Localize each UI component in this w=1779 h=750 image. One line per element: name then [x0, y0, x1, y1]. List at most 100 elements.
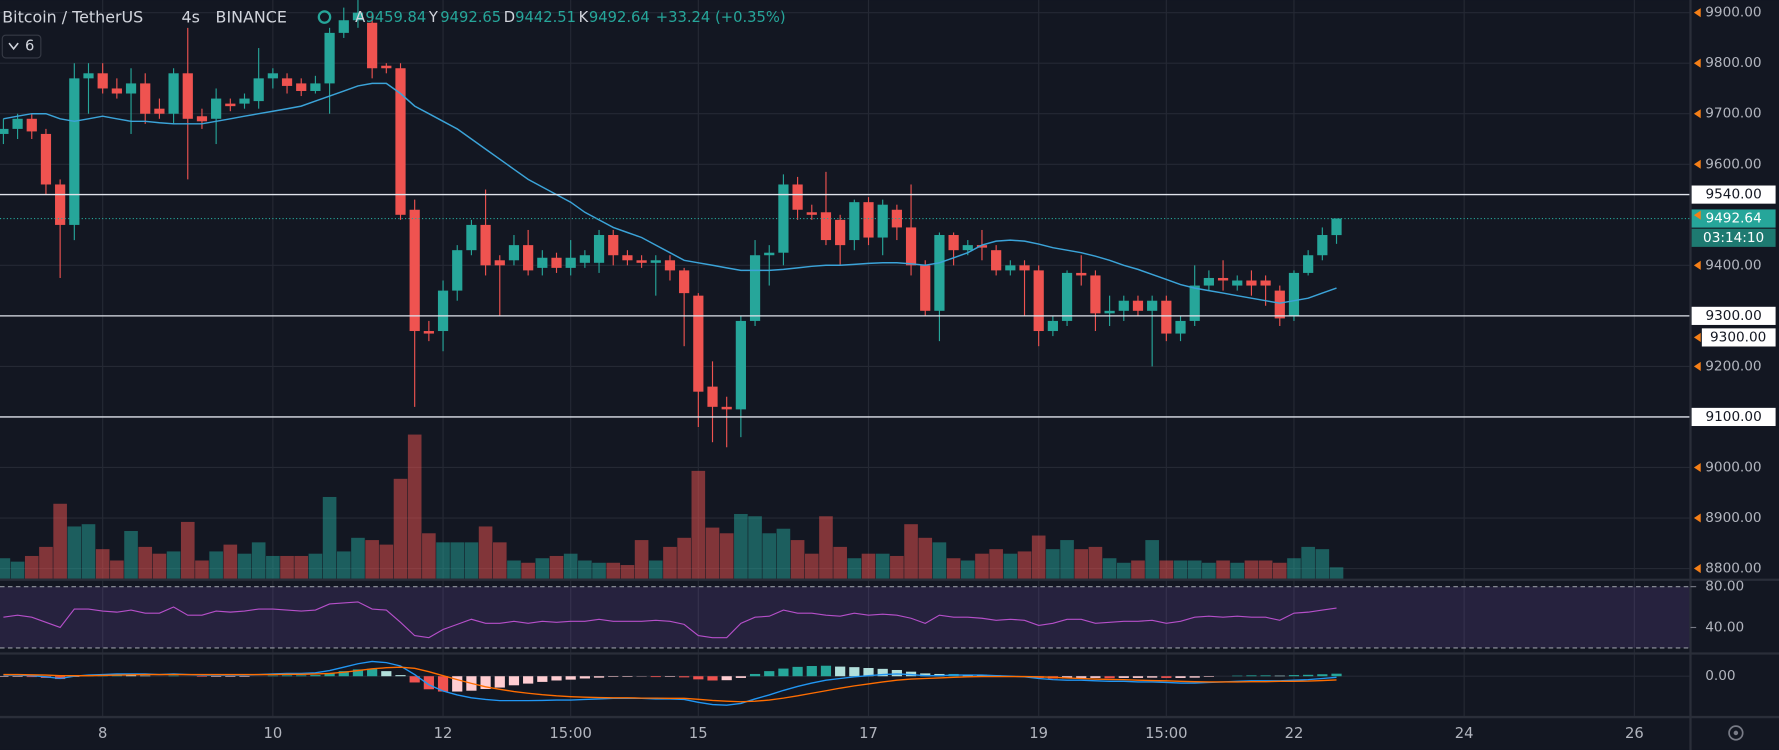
candle-body — [508, 245, 520, 261]
alert-marker — [1693, 462, 1701, 473]
x-tick-label: 8 — [98, 725, 107, 742]
settings-button[interactable] — [1728, 725, 1744, 741]
candle-body — [83, 73, 94, 79]
macd-histogram-bar — [1076, 676, 1087, 678]
candle-body — [1246, 280, 1257, 286]
volume-bar — [875, 553, 890, 579]
volume-bar — [152, 553, 167, 579]
volume-bar — [1287, 558, 1301, 579]
macd-histogram-bar — [863, 668, 874, 677]
candle-body — [1104, 310, 1115, 314]
macd-histogram-bar — [480, 676, 491, 689]
macd-histogram-bar — [211, 676, 222, 677]
candle-body — [97, 73, 108, 89]
macd-histogram-bar — [593, 676, 605, 678]
macd-histogram-bar — [778, 668, 789, 677]
candle-body — [523, 245, 534, 271]
level-label: 9300.00 — [1705, 308, 1761, 324]
y-tick-label: 8800.00 — [1705, 561, 1761, 577]
volume-bar — [691, 470, 706, 579]
macd-histogram-bar — [551, 676, 562, 681]
y-tick-label: 8900.00 — [1705, 510, 1761, 526]
candle-body — [976, 245, 988, 248]
macd-histogram-bar — [1232, 675, 1243, 677]
candle-body — [0, 128, 9, 134]
macd-histogram-bar — [26, 676, 37, 678]
macd-histogram-bar — [735, 676, 746, 678]
macd-histogram-bar — [338, 671, 349, 677]
status-icon[interactable] — [317, 10, 332, 24]
macd-histogram-bar — [367, 668, 378, 677]
grid — [0, 0, 1691, 718]
volume-bar — [10, 561, 25, 579]
volume-bar — [280, 555, 294, 579]
level-label: 9540.00 — [1705, 187, 1761, 203]
macd-histogram-bar — [608, 676, 619, 677]
candle-body — [1260, 280, 1271, 286]
macd-histogram-bar — [1274, 675, 1285, 677]
volume-bar — [1202, 562, 1216, 579]
candle-body — [367, 22, 378, 69]
volume-bar — [1216, 560, 1230, 579]
macd-histogram-bar — [437, 676, 449, 692]
candle-body — [338, 20, 349, 33]
ohlc-value: 9442.51 — [515, 9, 576, 26]
alert-marker — [1693, 8, 1701, 18]
x-tick-label: 19 — [1029, 725, 1048, 742]
alert-marker — [1693, 109, 1701, 119]
y-tick-label: 9700.00 — [1705, 106, 1761, 122]
indicator-toggle[interactable] — [1, 34, 42, 59]
volume-bar — [308, 553, 323, 579]
candle-body — [225, 103, 236, 107]
candle-body — [324, 32, 335, 84]
volume-bar — [294, 555, 309, 579]
volume-bar — [946, 558, 961, 579]
candle-body — [494, 260, 505, 266]
volume-bar — [620, 565, 635, 579]
volume-bar — [1244, 560, 1259, 579]
candle-body — [253, 78, 264, 102]
volume-bar — [53, 503, 67, 579]
candle-body — [849, 202, 860, 241]
last-price-box — [1691, 209, 1776, 228]
last-price-label: 9492.64 — [1705, 211, 1761, 227]
alert-marker — [1693, 332, 1701, 342]
candle-body — [735, 320, 746, 410]
volume-bar — [223, 544, 238, 579]
alert-marker — [1693, 210, 1701, 220]
macd-histogram-bar — [523, 676, 534, 684]
alert-marker — [1693, 159, 1701, 169]
candle-body — [835, 219, 846, 246]
macd-histogram-bar — [1104, 676, 1115, 679]
volume-bar — [677, 537, 691, 579]
chevron-icon — [8, 42, 19, 51]
macd-histogram-bar — [1175, 676, 1186, 678]
candle-body — [962, 245, 973, 251]
candle-body — [1203, 277, 1214, 286]
candle-body — [1033, 270, 1044, 332]
y-tick-label: 9600.00 — [1705, 156, 1761, 172]
macd-histogram-bar — [281, 675, 293, 677]
candle-body — [310, 83, 321, 91]
macd-histogram-bar — [296, 675, 307, 677]
volume-bar — [1301, 546, 1315, 579]
rsi-band — [0, 586, 1691, 648]
macd-histogram-bar — [877, 668, 888, 677]
candle-body — [551, 257, 562, 268]
volume-bar — [578, 560, 592, 579]
alert-marker — [1693, 513, 1701, 523]
candle-body — [934, 235, 945, 311]
volume-bar — [804, 553, 819, 579]
volume-bar — [1159, 560, 1174, 579]
alert-marker — [1693, 564, 1701, 574]
candle-body — [182, 73, 193, 119]
candle-body — [1076, 272, 1087, 276]
volume-bar — [904, 524, 918, 579]
candle-body — [26, 118, 37, 132]
macd-histogram-bar — [168, 675, 179, 677]
volume-bar — [549, 555, 564, 579]
volume-bar — [705, 527, 720, 579]
volume-bar — [1060, 540, 1074, 579]
